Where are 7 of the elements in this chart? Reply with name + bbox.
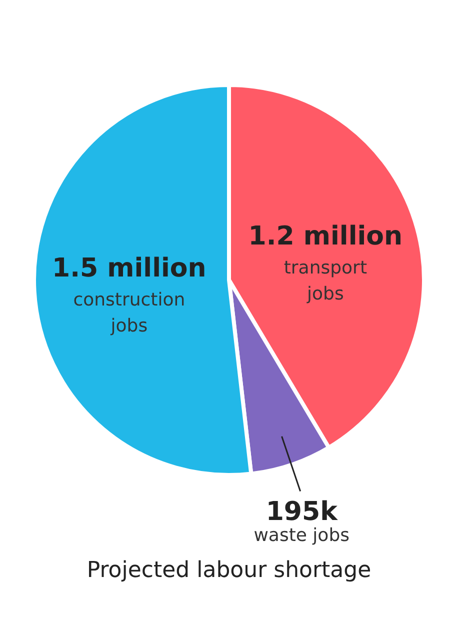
- data-label: 1.5 million: [52, 254, 206, 284]
- data-label: 195k: [266, 497, 338, 528]
- slice-label: waste jobs: [254, 525, 350, 546]
- text: Projected labour shortage: [86, 558, 372, 583]
- slice-label: construction jobs: [73, 290, 186, 337]
- data-label: 1.2 million: [248, 221, 403, 252]
- slice-label: transport jobs: [284, 257, 367, 304]
